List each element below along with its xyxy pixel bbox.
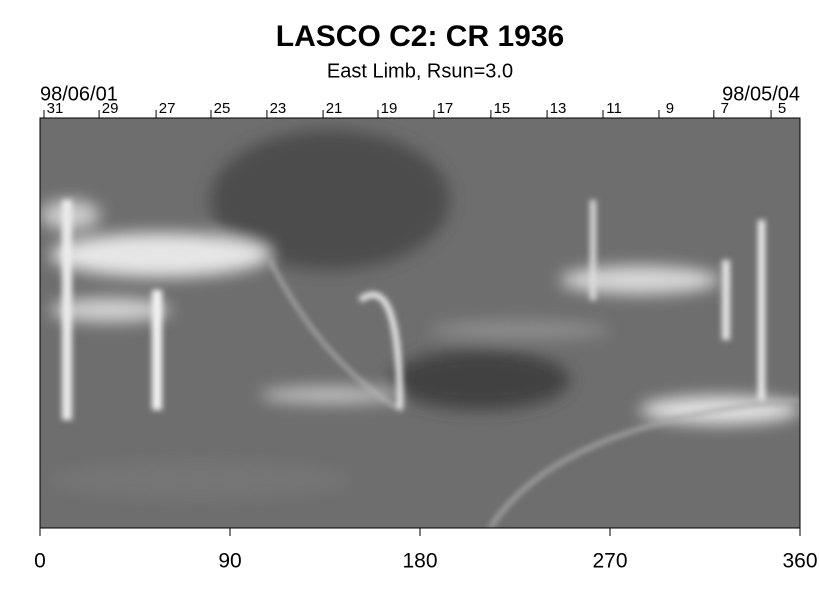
top-tick-label: 15 bbox=[494, 100, 511, 117]
top-tick-label: 29 bbox=[102, 100, 119, 117]
synoptic-image bbox=[40, 118, 800, 528]
top-tick-label: 21 bbox=[326, 100, 343, 117]
x-tick-label: 0 bbox=[34, 550, 46, 573]
top-tick-label: 27 bbox=[159, 100, 176, 117]
end-date: 98/05/04 bbox=[722, 83, 800, 105]
x-tick-label: 180 bbox=[402, 550, 437, 573]
x-tick-label: 270 bbox=[592, 550, 627, 573]
top-tick-label: 19 bbox=[381, 100, 398, 117]
top-tick-label: 5 bbox=[778, 100, 786, 117]
top-tick-label: 31 bbox=[47, 100, 64, 117]
chart-title: LASCO C2: CR 1936 bbox=[276, 20, 564, 53]
top-tick-label: 13 bbox=[550, 100, 567, 117]
top-tick-label: 25 bbox=[214, 100, 231, 117]
top-tick-label: 11 bbox=[606, 100, 622, 117]
top-tick-label: 23 bbox=[270, 100, 287, 117]
start-date: 98/06/01 bbox=[40, 83, 118, 105]
top-tick-label: 17 bbox=[437, 100, 454, 117]
x-tick-label: 90 bbox=[218, 550, 241, 573]
top-tick-label: 7 bbox=[721, 100, 729, 117]
top-tick-label: 9 bbox=[666, 100, 674, 117]
chart-subtitle: East Limb, Rsun=3.0 bbox=[327, 60, 513, 82]
x-tick-label: 360 bbox=[782, 550, 817, 573]
